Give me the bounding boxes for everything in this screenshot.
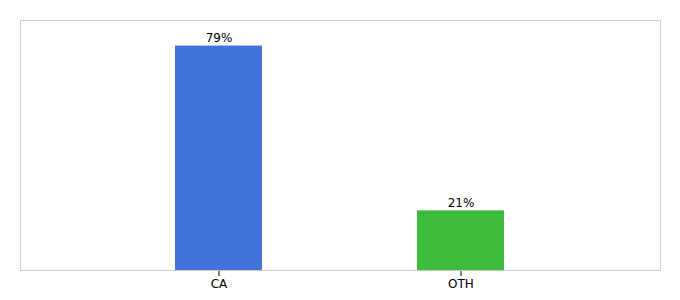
svg-text:21%: 21%	[448, 196, 475, 210]
svg-text:79%: 79%	[206, 31, 233, 45]
svg-text:OTH: OTH	[448, 277, 474, 291]
svg-text:CA: CA	[211, 277, 228, 291]
